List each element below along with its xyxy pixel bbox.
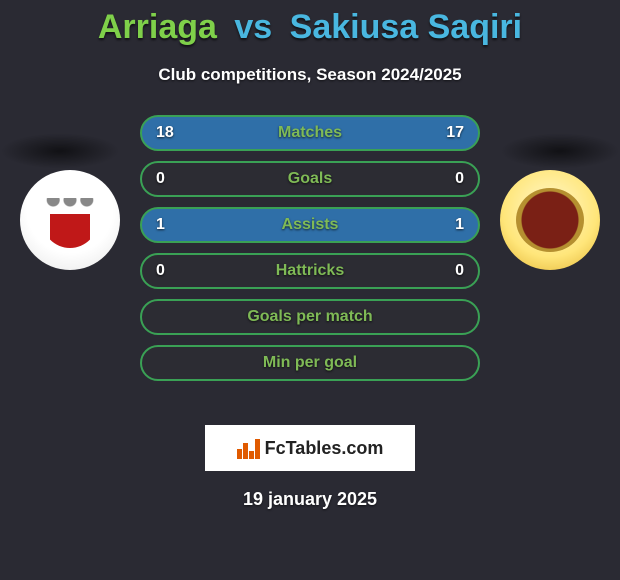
stat-label: Goals [288,170,332,188]
stat-label: Hattricks [276,262,344,280]
shadow-left [0,133,120,169]
stat-right-value: 1 [455,216,464,234]
shadow-right [500,133,620,169]
stats-panel: DUKLA PRAHA 18 Matches 17 0 Goals 0 1 Assists 1 0… [0,115,620,415]
stat-right-value: 17 [446,124,464,142]
stat-bar: Min per goal [140,345,480,381]
stat-bar: Goals per match [140,299,480,335]
club-crest-left [20,170,120,270]
subtitle: Club competitions, Season 2024/2025 [0,65,620,85]
stat-right-value: 0 [455,170,464,188]
crest-right-top-text: DUKLA [500,206,600,220]
stat-label: Min per goal [263,354,357,372]
stat-bar: 0 Goals 0 [140,161,480,197]
stat-bar: 18 Matches 17 [140,115,480,151]
watermark-text: FcTables.com [265,438,384,459]
stat-right-value: 0 [455,262,464,280]
stat-label: Goals per match [247,308,372,326]
vs-text: vs [234,8,272,46]
barchart-icon [237,437,259,459]
crest-right-bottom-text: PRAHA [500,222,600,231]
stat-left-value: 1 [156,216,165,234]
player2-name: Sakiusa Saqiri [290,8,522,46]
stat-bar: 0 Hattricks 0 [140,253,480,289]
comparison-title: Arriaga vs Sakiusa Saqiri [0,0,620,47]
player1-name: Arriaga [98,8,217,46]
stat-bars: 18 Matches 17 0 Goals 0 1 Assists 1 0 Hattricks 0 Go… [140,115,480,391]
club-crest-right: DUKLA PRAHA [500,170,600,270]
watermark: FcTables.com [205,425,415,471]
stat-bar: 1 Assists 1 [140,207,480,243]
stat-left-value: 18 [156,124,174,142]
date-text: 19 january 2025 [0,489,620,510]
stat-label: Assists [282,216,339,234]
stat-left-value: 0 [156,262,165,280]
stat-left-value: 0 [156,170,165,188]
stat-label: Matches [278,124,342,142]
